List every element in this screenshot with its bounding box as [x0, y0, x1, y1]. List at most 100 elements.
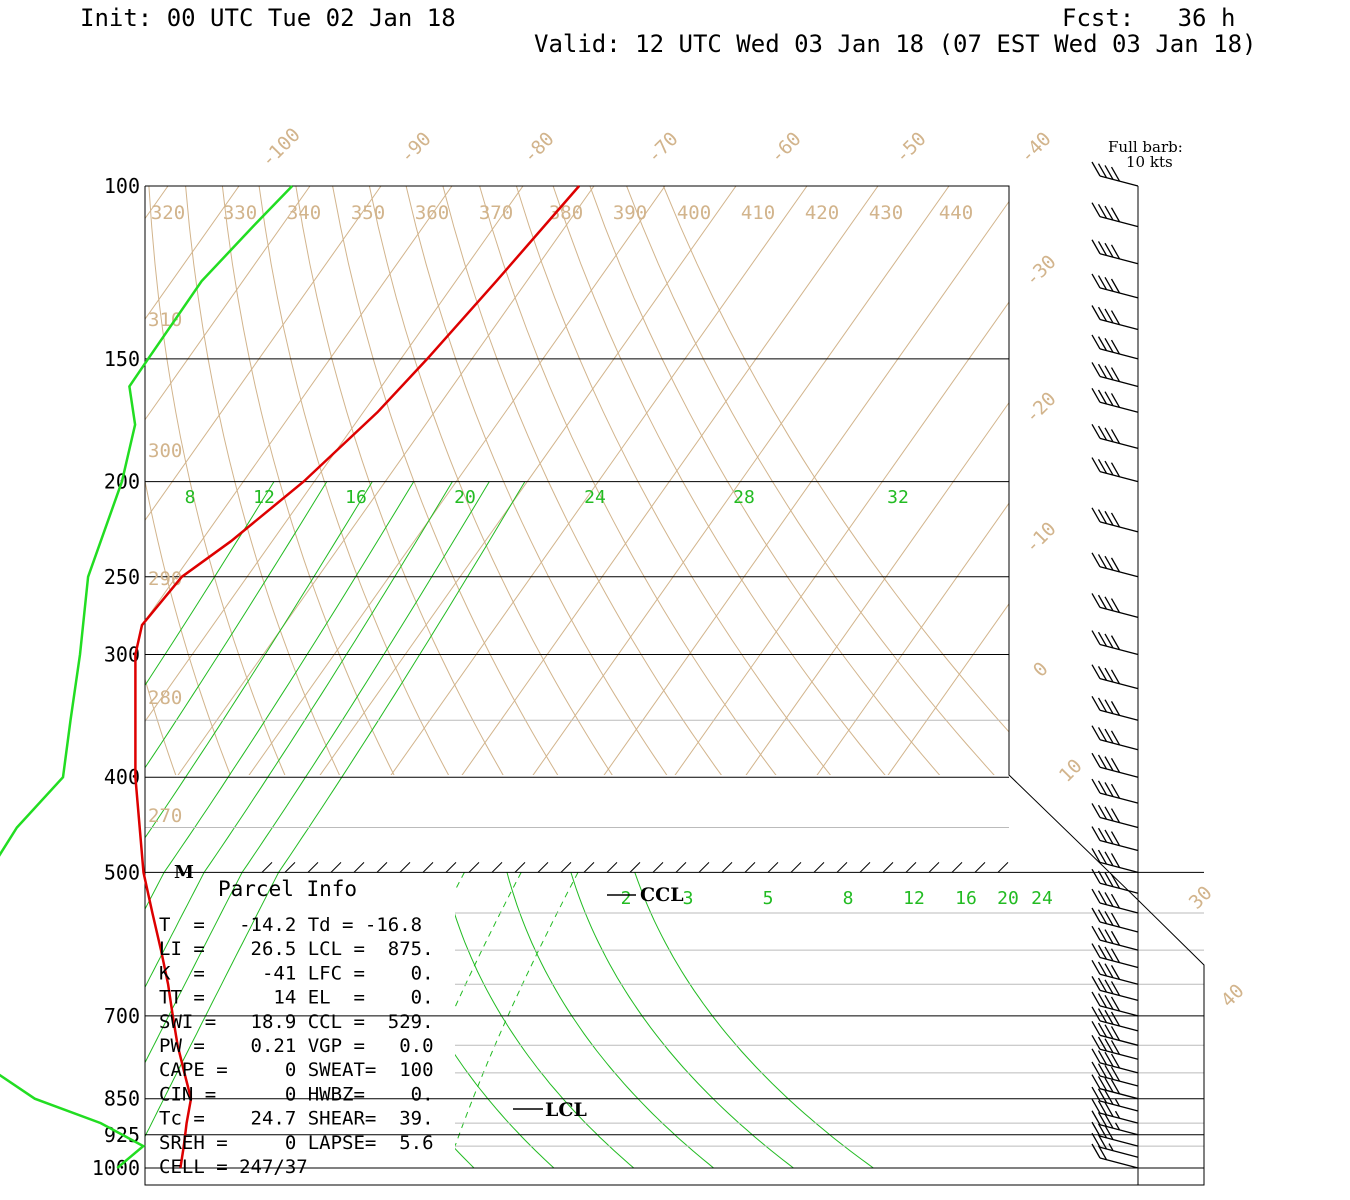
wind-barb: [1091, 161, 1139, 187]
temperature-line: [134, 185, 581, 1169]
wind-barbs: [1091, 161, 1139, 1169]
hatch-mark: [284, 862, 296, 873]
wind-barb: [1091, 826, 1139, 852]
wind-barb: [1091, 959, 1139, 985]
hatch-mark: [813, 862, 825, 873]
theta-label: 330: [223, 202, 257, 224]
parcel-info-row: K = -41 LFC = 0.: [159, 962, 434, 984]
isotherm-label-right: 40: [1217, 980, 1249, 1012]
wind-barb: [1091, 848, 1139, 874]
mixing-ratio-label: 24: [584, 487, 606, 508]
theta-label: 420: [805, 202, 839, 224]
isotherm--10: [461, 186, 879, 775]
hatch-mark: [606, 862, 618, 873]
mixing-ratio-28: [145, 481, 490, 1064]
isotherm-label-right: -30: [1021, 251, 1061, 291]
wind-barb: [1091, 991, 1139, 1017]
isotherm--60: [145, 186, 524, 723]
wind-barb: [1091, 1020, 1139, 1046]
mixing-ratio-label-lower: 8: [843, 888, 854, 909]
wind-barb: [1091, 507, 1139, 533]
theta-label: 410: [741, 202, 775, 224]
wind-barb: [1091, 1132, 1139, 1158]
isotherm-label-top: -90: [396, 128, 436, 168]
isotherm--110: [145, 186, 169, 220]
wind-barb: [1091, 552, 1139, 578]
isotherm--120: [0, 186, 97, 1168]
mixing-ratio-20: [145, 481, 415, 911]
theta-label: 350: [351, 202, 385, 224]
wind-barb: [1091, 976, 1139, 1002]
isotherm-label-top: -40: [1016, 128, 1056, 168]
wind-barb: [1091, 387, 1139, 413]
parcel-info-row: CIN = 0 HWBZ= 0.: [159, 1083, 434, 1105]
wind-barb: [1091, 362, 1139, 388]
mixing-ratio-label-lower: 24: [1031, 888, 1053, 909]
isotherm-50: [887, 602, 1009, 775]
isotherm-label-right: 0: [1029, 658, 1053, 682]
wind-barb: [1091, 1110, 1139, 1136]
theta-label: 360: [415, 202, 449, 224]
wind-barb: [1091, 943, 1139, 969]
wind-barb: [1091, 907, 1139, 933]
parcel-info-row: Tc = 24.7 SHEAR= 39.: [159, 1108, 434, 1130]
wind-barb: [1091, 593, 1139, 619]
wind-barb: [1091, 457, 1139, 483]
hatch-mark: [744, 862, 756, 873]
theta-label-left: 270: [148, 805, 182, 827]
wind-barb: [1091, 1061, 1139, 1087]
isotherm-40: [816, 502, 1009, 775]
hatch-mark: [560, 862, 572, 873]
pressure-label-400: 400: [104, 765, 140, 789]
pressure-lines: [145, 185, 1204, 1169]
hatch-mark: [445, 862, 457, 873]
pressure-label-1000: 1000: [92, 1156, 140, 1180]
isotherm-label-right: -10: [1021, 518, 1061, 558]
valid-time: Valid: 12 UTC Wed 03 Jan 18 (07 EST Wed …: [534, 30, 1256, 58]
isotherm-20: [674, 301, 1009, 775]
wind-barb: [1091, 239, 1139, 265]
pressure-label-150: 150: [104, 347, 140, 371]
isotherm-30: [745, 401, 1009, 775]
parcel-info-row: LI = 26.5 LCL = 875.: [159, 938, 434, 960]
parcel-info-row: SREH = 0 LAPSE= 5.6: [159, 1132, 434, 1154]
theta-label-left: 290: [148, 568, 182, 590]
pressure-label-300: 300: [104, 643, 140, 667]
hatch-mark: [537, 862, 549, 873]
wind-barb: [1091, 1098, 1139, 1124]
hatch-mark: [698, 862, 710, 873]
wind-barb: [1091, 868, 1139, 894]
wind-barb: [1091, 273, 1139, 299]
theta-label-left: 300: [148, 440, 182, 462]
parcel-info-row: SWI = 18.9 CCL = 529.: [159, 1011, 434, 1033]
hatch-mark: [790, 862, 802, 873]
hatch-mark: [882, 862, 894, 873]
pressure-label-500: 500: [104, 860, 140, 884]
pressure-label-700: 700: [104, 1004, 140, 1028]
wind-barb: [1091, 695, 1139, 721]
isotherm--90: [145, 186, 311, 421]
isotherm--80: [145, 186, 382, 522]
barb-key-line1: Full barb:: [1108, 138, 1183, 156]
hatch-mark: [376, 862, 388, 873]
500mb-hatch-marks: [261, 862, 1009, 873]
parcel-info-row: CELL = 247/37: [159, 1156, 308, 1178]
hatch-mark: [261, 862, 273, 873]
hatch-mark: [974, 862, 986, 873]
isotherm-label-right: -20: [1021, 388, 1061, 428]
mixing-ratio-label-lower: 2: [621, 888, 632, 909]
mixing-ratio-label: 8: [185, 487, 196, 508]
parcel-info-row: TT = 14 EL = 0.: [159, 987, 434, 1009]
hatch-mark: [836, 862, 848, 873]
chart-frame: [144, 185, 1205, 1186]
theta-label: 340: [287, 202, 321, 224]
isotherm-lines: [0, 186, 1009, 1168]
hatch-mark: [859, 862, 871, 873]
isotherm--40: [248, 186, 666, 775]
dry-adiabat-380: [405, 186, 668, 775]
mixing-ratio-dashed-7: [455, 872, 579, 1148]
hatch-mark: [353, 862, 365, 873]
wind-barb: [1091, 1121, 1139, 1147]
pressure-label-850: 850: [104, 1087, 140, 1111]
